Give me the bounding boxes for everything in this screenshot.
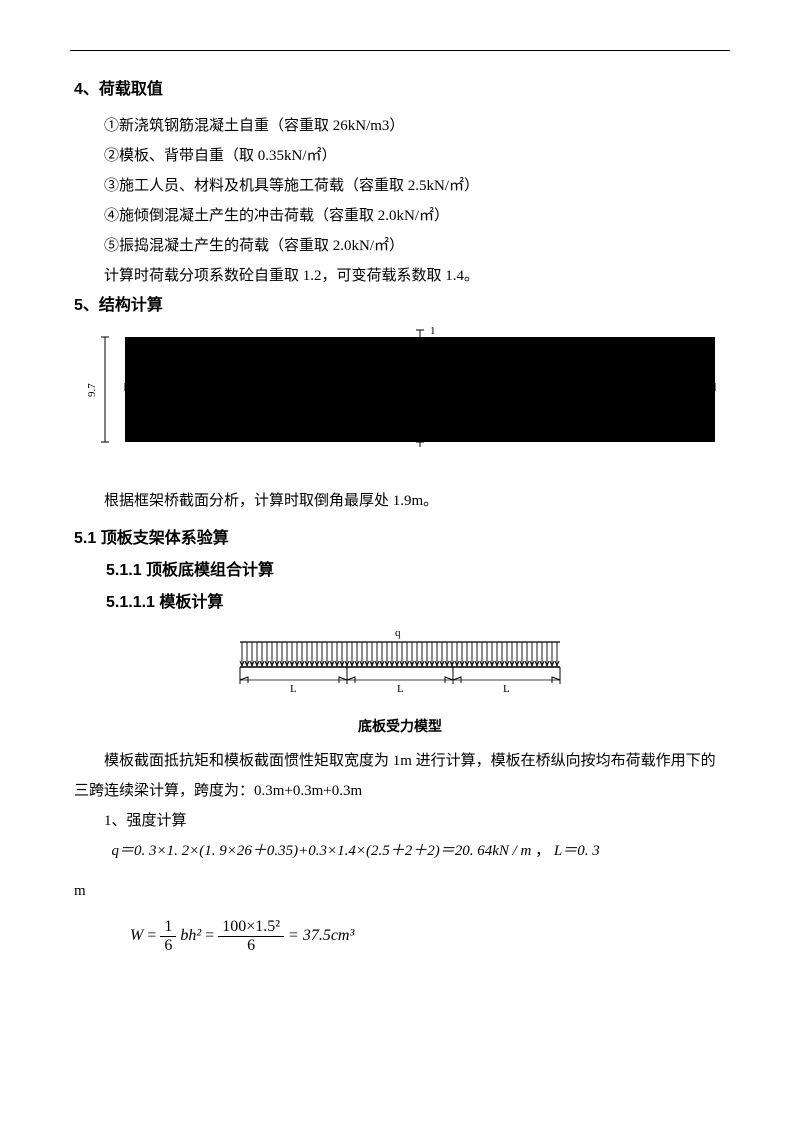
cross-section-diagram: 1.8*0.9 1.8*0.9 2.7*0.9 2.7*0.9 1.8*0.9 … <box>70 327 730 472</box>
chamfer-label-bot: 0.3*0.3 <box>228 418 262 430</box>
formula-q-text: q＝0. 3×1. 2×(1. 9×26＋0.35)+0.3×1.4×(2.5＋… <box>112 843 532 859</box>
section4-title: 4、荷载取值 <box>74 75 730 99</box>
L-label-2: L <box>397 683 404 695</box>
section5-1-1-1: 5.1.1.1 模板计算 <box>74 588 730 612</box>
section5-1: 5.1 顶板支架体系验算 <box>74 524 730 548</box>
span-label: 12 <box>620 375 631 387</box>
load-item-4: ④施倾倒混凝土产生的冲击荷载（容重取 2.0kN/㎡） <box>74 201 730 231</box>
chamfer-label: 1.8*0.9 <box>228 342 262 354</box>
inner-top-label: 7.5 <box>403 368 415 382</box>
m-unit: m <box>74 876 730 906</box>
inner-bot-label: 1.2 <box>403 421 415 435</box>
frac1-num: 1 <box>160 918 176 937</box>
frac2-num: 100×1.5² <box>218 918 284 937</box>
L-label-1: L <box>290 683 297 695</box>
chamfer-label: 1.8*0.9 <box>152 342 186 354</box>
load-item-2: ②模板、背带自重（取 0.35kN/㎡） <box>74 141 730 171</box>
q-label: q <box>395 627 401 639</box>
W-mid: bh² <box>180 927 201 944</box>
W-result: = 37.5cm³ <box>288 927 354 944</box>
load-model-caption: 底板受力模型 <box>70 716 730 736</box>
W-lhs: W <box>130 927 143 944</box>
chamfer-label: 1.8*0.9 <box>570 342 604 354</box>
span-label: 1 <box>130 375 136 387</box>
L-label-3: L <box>503 683 510 695</box>
span-label: 12 <box>200 375 211 387</box>
formula-W: W = 1 6 bh² = 100×1.5² 6 = 37.5cm³ <box>130 918 730 955</box>
top-dim: 1 <box>430 327 436 337</box>
chamfer-label-bot: 0.3*0.3 <box>500 418 534 430</box>
formula-q: q＝0. 3×1. 2×(1. 9×26＋0.35)+0.3×1.4×(2.5＋… <box>74 836 730 866</box>
height-label: 9.7 <box>86 383 98 397</box>
span-label: 0.9 <box>300 375 314 387</box>
load-item-3: ③施工人员、材料及机具等施工荷载（容重取 2.5kN/㎡） <box>74 171 730 201</box>
frac2-den: 6 <box>218 937 284 955</box>
load-item-1: ①新浇筑钢筋混凝土自重（容重取 26kN/m3） <box>74 111 730 141</box>
span-label: 1 <box>700 375 706 387</box>
frac1-den: 6 <box>160 937 176 955</box>
after-cross-text: 根据框架桥截面分析，计算时取倒角最厚处 1.9m。 <box>74 486 730 516</box>
formula-L-text: L＝0. 3 <box>554 843 600 859</box>
top-rule <box>70 50 730 51</box>
chamfer-label-bot: 0.3*0.3 <box>305 418 339 430</box>
chamfer-label-bot: 0.3*0.3 <box>152 418 186 430</box>
chamfer-label-bot: 0.3*0.3 <box>570 418 604 430</box>
load-model-diagram: q L L L <box>70 622 730 702</box>
load-item-5: ⑤振捣混凝土产生的荷载（容重取 2.0kN/㎡） <box>74 231 730 261</box>
section5-title: 5、结构计算 <box>74 291 730 315</box>
para1-line1: 模板截面抵抗矩和模板截面惯性矩取宽度为 1m 进行计算，模板在桥纵向按均布荷载作… <box>74 746 730 806</box>
chamfer-label: 2.7*0.9 <box>500 342 534 354</box>
chamfer-label-bot: 0.3*0.3 <box>650 418 684 430</box>
chamfer-label: 2.7*0.9 <box>305 342 339 354</box>
chamfer-label: 1.8*0.9 <box>650 342 684 354</box>
strength-calc-title: 1、强度计算 <box>74 806 730 836</box>
section5-1-1: 5.1.1 顶板底模组合计算 <box>74 556 730 580</box>
span-label: 0.9 <box>548 375 562 387</box>
para1-text: 模板截面抵抗矩和模板截面惯性矩取宽度为 1m 进行计算，模板在桥纵向按均布荷载作… <box>74 753 716 799</box>
load-item-6: 计算时荷载分项系数砼自重取 1.2，可变荷载系数取 1.4。 <box>74 261 730 291</box>
